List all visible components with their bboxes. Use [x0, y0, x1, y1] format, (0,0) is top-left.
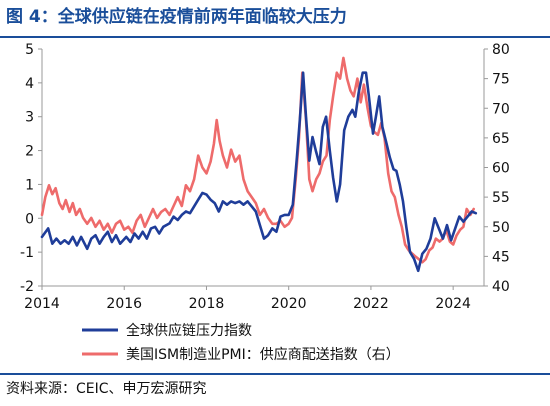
right-tick-label: 75: [492, 72, 510, 88]
left-tick-label: 2: [25, 144, 34, 160]
right-tick-label: 45: [492, 249, 510, 265]
x-tick-label: 2024: [435, 296, 471, 312]
x-tick-label: 2014: [24, 296, 60, 312]
series-line-gscpi: [40, 71, 478, 273]
right-tick-label: 65: [492, 131, 510, 147]
left-tick-label: 4: [25, 76, 34, 92]
right-tick-label: 40: [492, 279, 510, 295]
source-divider: [0, 373, 550, 375]
x-tick-label: 2016: [106, 296, 142, 312]
left-tick-label: -2: [20, 279, 34, 295]
left-tick-label: 1: [25, 177, 34, 193]
left-tick-label: 0: [25, 211, 34, 227]
page-title: 图 4：全球供应链在疫情前两年面临较大压力: [6, 7, 347, 27]
left-tick-label: 5: [25, 42, 34, 58]
x-tick-label: 2020: [271, 296, 307, 312]
source-note: 资料来源：CEIC、申万宏源研究: [6, 381, 207, 397]
title-divider: [0, 36, 550, 38]
left-tick-label: -1: [20, 245, 34, 261]
chart-series: [40, 56, 478, 273]
left-tick-label: 3: [25, 110, 34, 126]
legend-label: 美国ISM制造业PMI：供应商配送指数（右）: [126, 346, 400, 363]
right-tick-label: 70: [492, 101, 510, 117]
series-line-ism-supplier-deliveries: [40, 56, 475, 264]
right-tick-label: 50: [492, 220, 510, 236]
x-tick-label: 2018: [189, 296, 225, 312]
right-tick-label: 80: [492, 42, 510, 58]
right-tick-label: 55: [492, 190, 510, 206]
right-tick-label: 60: [492, 161, 510, 177]
x-tick-label: 2022: [353, 296, 389, 312]
legend-label: 全球供应链压力指数: [126, 322, 252, 339]
